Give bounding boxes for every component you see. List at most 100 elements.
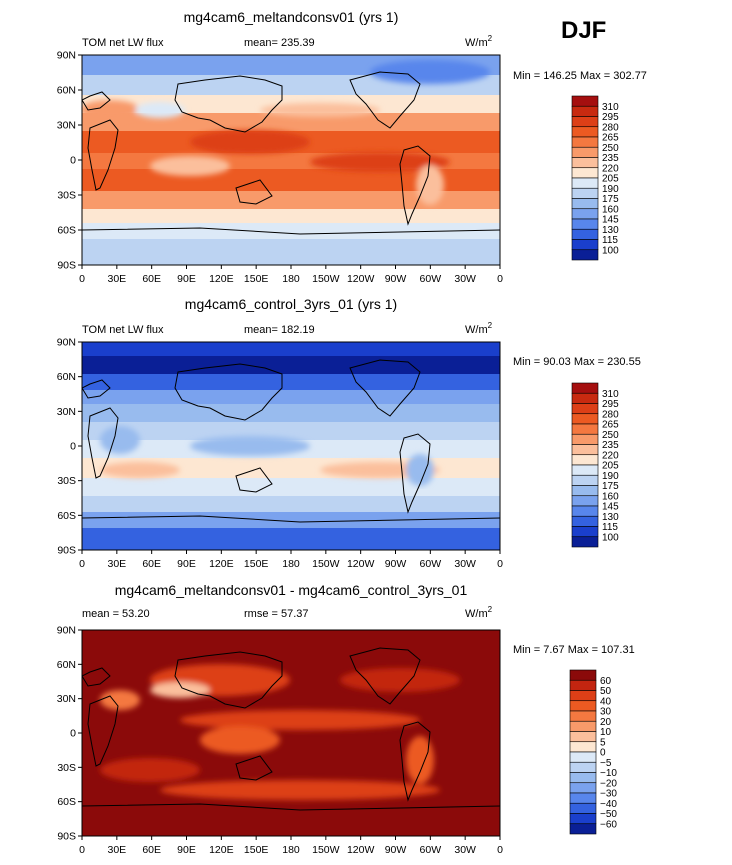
panel-2-colorbar-box [569, 741, 597, 753]
panel-0-colorbar-box [571, 167, 599, 179]
panel-2-lat-tick-label: 0 [70, 728, 76, 740]
panel-1-colorbar-box [571, 382, 599, 394]
panel-0-lon-tick-label: 30E [107, 273, 126, 285]
panel-1-colorbar-box [571, 485, 599, 497]
panel-2-coastlines [82, 647, 500, 811]
panel-2-colorbar-box [569, 751, 597, 763]
panel-2-colorbar-box [569, 802, 597, 814]
panel-1-colorbar-label: 310 [602, 389, 619, 400]
panel-0-colorbar-box [571, 95, 599, 107]
panel-2-colorbar-box [569, 792, 597, 804]
panel-2-lat-tick-label: 30N [57, 693, 76, 705]
panel-1-colorbar-label: 190 [602, 471, 619, 482]
panel-0-colorbar-label: 250 [602, 143, 619, 154]
panel-2-lon-tick-label: 90E [177, 844, 196, 856]
panel-1-lon-tick-label: 0 [497, 558, 503, 570]
panel-0-field-blobs [82, 60, 490, 205]
panel-1-colorbar-label: 130 [602, 512, 619, 523]
panel-1-lon-tick-label: 30E [107, 558, 126, 570]
panel-0-colorbar-box [571, 218, 599, 230]
panel-2-colorbar-label: −30 [600, 789, 617, 800]
season-label: DJF [561, 17, 606, 44]
panel-1-left-label: TOM net LW flux [82, 324, 164, 336]
panel-0-colorbar-box [571, 146, 599, 158]
panel-2-colorbar-label: −40 [600, 799, 617, 810]
panel-2-lon-tick-label: 120W [347, 844, 375, 856]
panel-1-lat-tick-label: 30S [57, 475, 76, 487]
panel-1-colorbar-label: 295 [602, 399, 619, 410]
panel-0-colorbar-label: 175 [602, 194, 619, 205]
panel-2-lat-tick-label: 60N [57, 659, 76, 671]
panel-2-colorbar-box [569, 782, 597, 794]
panel-1-colorbar-box [571, 413, 599, 425]
panel-2-colorbar-label: 0 [600, 748, 606, 759]
panel-1-colorbar-box [571, 392, 599, 404]
panel-0-colorbar-label: 280 [602, 122, 619, 133]
panel-0-colorbar-box [571, 136, 599, 148]
panel-2-colorbar-label: −10 [600, 768, 617, 779]
panel-2-lon-tick-label: 30E [107, 844, 126, 856]
panel-1-colorbar-label: 250 [602, 430, 619, 441]
panel-0-colorbar-box [571, 228, 599, 240]
panel-0-colorbar-box [571, 105, 599, 117]
panel-2-lon-tick-label: 120E [209, 844, 234, 856]
panel-1-lon-tick-label: 90E [177, 558, 196, 570]
panel-0-minmax: Min = 146.25 Max = 302.77 [513, 70, 647, 82]
panel-1-lat-tick-label: 90N [57, 337, 76, 349]
panel-1-colorbar-label: 280 [602, 409, 619, 420]
panel-2-colorbar-box [569, 720, 597, 732]
panel-0-lon-tick-label: 120E [209, 273, 234, 285]
panel-1-colorbar-box [571, 454, 599, 466]
panel-0-colorbar-label: 145 [602, 215, 619, 226]
panel-1-colorbar-label: 100 [602, 532, 619, 543]
panel-1-colorbar-box [571, 474, 599, 486]
panel-2-lon-tick-label: 90W [385, 844, 407, 856]
panel-2-minmax: Min = 7.67 Max = 107.31 [513, 644, 635, 656]
panel-2-left-label: mean = 53.20 [82, 608, 150, 620]
panel-1-lon-tick-label: 0 [79, 558, 85, 570]
panel-1-lat-tick-label: 60N [57, 371, 76, 383]
panel-1-lon-tick-label: 120E [209, 558, 234, 570]
panel-0-lon-tick-label: 120W [347, 273, 375, 285]
panel-1-colorbar-label: 145 [602, 502, 619, 513]
panel-1-lat-tick-label: 60S [57, 510, 76, 522]
panel-2-colorbar-label: 5 [600, 737, 606, 748]
panel-1-lon-tick-label: 150W [312, 558, 340, 570]
panel-1-colorbar: 3102952802652502352202051901751601451301… [571, 382, 619, 548]
panel-0-center-label: mean= 235.39 [244, 37, 315, 49]
panel-1-lon-tick-label: 30W [454, 558, 476, 570]
panel-0-coastlines [82, 71, 500, 235]
panel-0-colorbar-label: 190 [602, 184, 619, 195]
panel-2-colorbar-label: 60 [600, 676, 612, 687]
panel-1-lat-tick-label: 30N [57, 406, 76, 418]
panel-1-colorbar-box [571, 403, 599, 415]
panel-0-colorbar-box [571, 239, 599, 251]
panel-1-colorbar-label: 220 [602, 450, 619, 461]
panel-0-title: mg4cam6_meltandconsv01 (yrs 1) [184, 9, 399, 25]
panel-1-colorbar-label: 160 [602, 491, 619, 502]
panel-0-colorbar-box [571, 187, 599, 199]
panel-0-colorbar-box [571, 198, 599, 210]
panel-0-colorbar: 3102952802652502352202051901751601451301… [571, 95, 619, 261]
panel-2-colorbar-box [569, 669, 597, 681]
panel-1-field [82, 342, 500, 550]
panel-2-lon-tick-label: 60E [142, 844, 161, 856]
panel-1-colorbar-box [571, 423, 599, 435]
panel-2-lon-tick-label: 150W [312, 844, 340, 856]
panel-2-units: W/m2 [465, 605, 493, 620]
panel-1-coastlines [82, 359, 500, 523]
panel-2-colorbar-label: 30 [600, 707, 612, 718]
panel-1-colorbar-label: 265 [602, 420, 619, 431]
panel-0-lon-tick-label: 0 [497, 273, 503, 285]
panel-2-lat-tick-label: 60S [57, 796, 76, 808]
panel-0-lat-tick-label: 90S [57, 260, 76, 272]
panel-2-colorbar-box [569, 813, 597, 825]
panel-1-lon-tick-label: 60E [142, 558, 161, 570]
panel-2-colorbar-box [569, 690, 597, 702]
panel-2: mg4cam6_meltandconsv01 - mg4cam6_control… [57, 582, 635, 856]
panel-1-lat-tick-label: 0 [70, 441, 76, 453]
panel-0-colorbar-label: 310 [602, 102, 619, 113]
panel-0: mg4cam6_meltandconsv01 (yrs 1) TOM net L… [57, 9, 647, 285]
